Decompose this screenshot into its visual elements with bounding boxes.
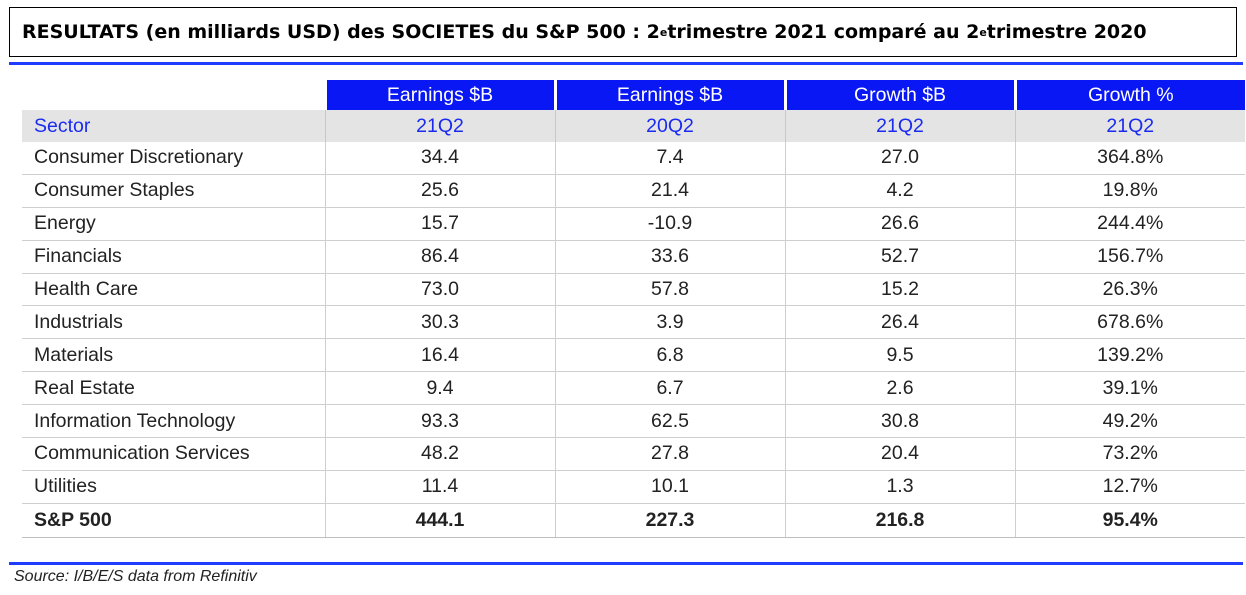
table-row: Utilities 11.4 10.1 1.3 12.7% xyxy=(22,470,1245,504)
earnings-21q2-cell: 48.2 xyxy=(324,437,555,471)
earnings-21q2-cell: 15.7 xyxy=(324,207,555,241)
earnings-20q2-cell: 33.6 xyxy=(554,240,785,274)
header-period-1: 21Q2 xyxy=(324,110,555,142)
header-period-4: 21Q2 xyxy=(1014,110,1245,142)
earnings-21q2-cell: 30.3 xyxy=(324,305,555,340)
table-row: Industrials 30.3 3.9 26.4 678.6% xyxy=(22,305,1245,340)
total-earnings-21q2-cell: 444.1 xyxy=(324,503,555,538)
earnings-20q2-cell: 6.8 xyxy=(554,338,785,373)
growth-dollars-cell: 2.6 xyxy=(784,371,1015,406)
earnings-table: Earnings $B Earnings $B Growth $B Growth… xyxy=(22,80,1245,538)
table-row: Financials 86.4 33.6 52.7 156.7% xyxy=(22,240,1245,274)
earnings-20q2-cell: 10.1 xyxy=(554,470,785,504)
table-row: Health Care 73.0 57.8 15.2 26.3% xyxy=(22,273,1245,307)
table-body: Consumer Discretionary 34.4 7.4 27.0 364.8% C… xyxy=(22,142,1245,538)
table-row: Energy 15.7 -10.9 26.6 244.4% xyxy=(22,207,1245,241)
earnings-20q2-cell: 3.9 xyxy=(554,305,785,340)
header-growth-dollars: Growth $B xyxy=(783,80,1015,110)
growth-dollars-cell: 9.5 xyxy=(784,338,1015,373)
header-row-metrics: Earnings $B Earnings $B Growth $B Growth… xyxy=(22,80,1245,110)
sector-name-cell: Information Technology xyxy=(22,404,325,439)
sector-name-cell: Utilities xyxy=(22,470,325,504)
source-note: Source: I/B/E/S data from Refinitiv xyxy=(14,568,257,585)
page-title: RESULTATS (en milliards USD) des SOCIETE… xyxy=(9,7,1237,57)
earnings-21q2-cell: 16.4 xyxy=(324,338,555,373)
total-row: S&P 500 444.1 227.3 216.8 95.4% xyxy=(22,503,1245,538)
growth-percent-cell: 139.2% xyxy=(1014,338,1245,373)
earnings-20q2-cell: 7.4 xyxy=(554,142,785,175)
title-part-3: trimestre 2020 xyxy=(986,21,1147,43)
sector-name-cell: Consumer Staples xyxy=(22,174,325,208)
growth-percent-cell: 156.7% xyxy=(1014,240,1245,274)
growth-dollars-cell: 30.8 xyxy=(784,404,1015,439)
sector-name-cell: Communication Services xyxy=(22,437,325,471)
sector-name-cell: Consumer Discretionary xyxy=(22,142,325,175)
sector-name-cell: Real Estate xyxy=(22,371,325,406)
growth-dollars-cell: 15.2 xyxy=(784,273,1015,307)
growth-dollars-cell: 1.3 xyxy=(784,470,1015,504)
sector-name-cell: Financials xyxy=(22,240,325,274)
growth-percent-cell: 73.2% xyxy=(1014,437,1245,471)
growth-percent-cell: 19.8% xyxy=(1014,174,1245,208)
title-sup-1: e xyxy=(659,25,668,39)
top-divider xyxy=(9,62,1243,65)
header-earnings-21q2: Earnings $B xyxy=(323,80,555,110)
header-period-3: 21Q2 xyxy=(784,110,1015,142)
earnings-21q2-cell: 34.4 xyxy=(324,142,555,175)
earnings-20q2-cell: 62.5 xyxy=(554,404,785,439)
sector-name-cell: Materials xyxy=(22,338,325,373)
growth-percent-cell: 12.7% xyxy=(1014,470,1245,504)
title-part-2: trimestre 2021 comparé au 2 xyxy=(667,21,980,43)
sector-name-cell: Industrials xyxy=(22,305,325,340)
table-row: Consumer Discretionary 34.4 7.4 27.0 364.8% xyxy=(22,142,1245,175)
total-sector-name-cell: S&P 500 xyxy=(22,503,325,538)
earnings-21q2-cell: 25.6 xyxy=(324,174,555,208)
header-period-2: 20Q2 xyxy=(554,110,785,142)
earnings-20q2-cell: -10.9 xyxy=(554,207,785,241)
growth-dollars-cell: 52.7 xyxy=(784,240,1015,274)
table-row: Real Estate 9.4 6.7 2.6 39.1% xyxy=(22,371,1245,406)
earnings-21q2-cell: 86.4 xyxy=(324,240,555,274)
earnings-20q2-cell: 27.8 xyxy=(554,437,785,471)
growth-dollars-cell: 27.0 xyxy=(784,142,1015,175)
earnings-21q2-cell: 73.0 xyxy=(324,273,555,307)
sector-name-cell: Energy xyxy=(22,207,325,241)
header-sector: Sector xyxy=(22,110,325,142)
earnings-21q2-cell: 93.3 xyxy=(324,404,555,439)
table-row: Information Technology 93.3 62.5 30.8 49.2% xyxy=(22,404,1245,439)
growth-dollars-cell: 26.4 xyxy=(784,305,1015,340)
title-sup-2: e xyxy=(979,25,987,39)
growth-percent-cell: 244.4% xyxy=(1014,207,1245,241)
header-growth-percent: Growth % xyxy=(1013,80,1245,110)
earnings-21q2-cell: 11.4 xyxy=(324,470,555,504)
bottom-divider xyxy=(9,562,1243,565)
table-row: Consumer Staples 25.6 21.4 4.2 19.8% xyxy=(22,174,1245,208)
growth-dollars-cell: 20.4 xyxy=(784,437,1015,471)
earnings-20q2-cell: 21.4 xyxy=(554,174,785,208)
total-growth-percent-cell: 95.4% xyxy=(1014,503,1245,538)
header-blank-cell xyxy=(22,80,325,110)
header-earnings-20q2: Earnings $B xyxy=(553,80,785,110)
table-row: Communication Services 48.2 27.8 20.4 73.2% xyxy=(22,437,1245,471)
growth-percent-cell: 49.2% xyxy=(1014,404,1245,439)
table-row: Materials 16.4 6.8 9.5 139.2% xyxy=(22,338,1245,373)
title-part-1: RESULTATS (en milliards USD) des SOCIETE… xyxy=(22,21,660,43)
earnings-20q2-cell: 57.8 xyxy=(554,273,785,307)
header-row-periods: Sector 21Q2 20Q2 21Q2 21Q2 xyxy=(22,110,1245,142)
growth-percent-cell: 678.6% xyxy=(1014,305,1245,340)
total-earnings-20q2-cell: 227.3 xyxy=(554,503,785,538)
earnings-21q2-cell: 9.4 xyxy=(324,371,555,406)
growth-percent-cell: 26.3% xyxy=(1014,273,1245,307)
growth-dollars-cell: 4.2 xyxy=(784,174,1015,208)
total-growth-dollars-cell: 216.8 xyxy=(784,503,1015,538)
sector-name-cell: Health Care xyxy=(22,273,325,307)
growth-percent-cell: 364.8% xyxy=(1014,142,1245,175)
growth-dollars-cell: 26.6 xyxy=(784,207,1015,241)
earnings-20q2-cell: 6.7 xyxy=(554,371,785,406)
growth-percent-cell: 39.1% xyxy=(1014,371,1245,406)
